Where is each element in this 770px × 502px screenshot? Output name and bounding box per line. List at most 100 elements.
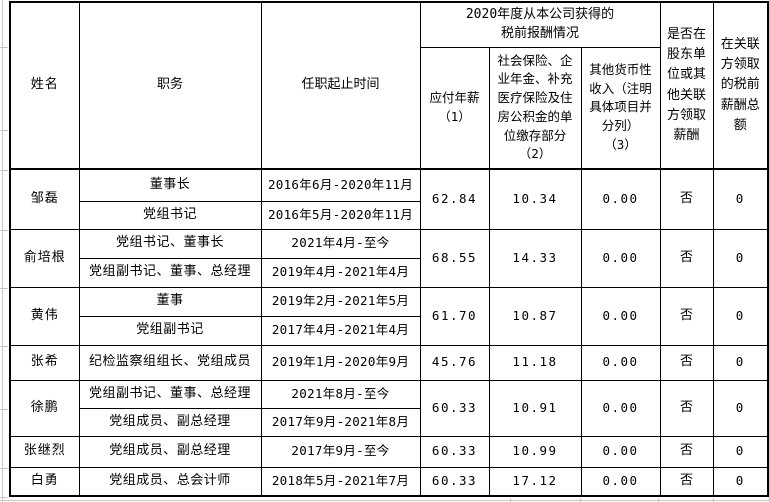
tenure-cell: 2017年9月-至今 (260, 435, 421, 468)
insurance-cell: 10.91 (488, 379, 582, 437)
related-total-cell: 0 (712, 344, 769, 381)
other-income-cell: 0.00 (580, 466, 661, 497)
other-income-cell: 0.00 (580, 344, 661, 381)
table-row: 徐鹏 党组副书记、董事、总经理 2021年8月-至今 60.33 10.91 0.00 否 0 (9, 379, 769, 437)
table-row: 党组副书记、董事、总经理 2019年4月-2021年4月 (10, 257, 768, 288)
sheet-gridline-stub (580, 498, 581, 502)
name-cell: 徐鹏 (9, 379, 80, 437)
related-party-cell: 否 (659, 168, 714, 230)
table-row: 党组书记 2016年5月-2020年11月 (10, 200, 768, 230)
sheet-gridline-stub (713, 498, 714, 502)
sheet-gridline-tick (0, 468, 8, 469)
table-body: 邹磊 董事长 2016年6月-2020年11月 62.84 10.34 0.00 否 0 党组书… (9, 168, 769, 497)
sheet-gridline-tick (0, 130, 8, 131)
related-total-cell: 0 (712, 379, 769, 437)
table-row: 邹磊 董事长 2016年6月-2020年11月 62.84 10.34 0.00 否 0 (9, 168, 769, 230)
table-row: 张继烈 党组成员、副总经理 2017年9月-至今 60.33 10.99 0.00 否 0 (9, 435, 769, 468)
header-name: 姓名 (9, 1, 80, 170)
position-cell: 董事 (78, 286, 262, 317)
insurance-cell: 14.33 (488, 228, 582, 288)
position-cell: 党组副书记、董事、总经理 (78, 257, 262, 288)
sheet-gridline-tick (0, 230, 8, 231)
header-row-group: 姓名 职务 任职起止时间 2020年度从本公司获得的 税前报酬情况 是否在股东单… (9, 1, 769, 170)
position-cell: 党组书记、董事长 (78, 228, 262, 259)
related-party-cell: 否 (659, 379, 714, 437)
salary-cell: 60.33 (419, 435, 490, 468)
other-income-cell: 0.00 (580, 435, 661, 468)
table-row: 黄伟 董事 2019年2月-2021年5月 61.70 10.87 0.00 否 0 (9, 286, 769, 346)
sheet-gridline-tick (0, 170, 8, 171)
sheet-gridline-tick (0, 409, 8, 410)
other-income-cell: 0.00 (580, 379, 661, 437)
tenure-cell: 2021年4月-至今 (260, 228, 421, 259)
other-income-cell: 0.00 (580, 286, 661, 346)
header-salary: 应付年薪 （1） (419, 46, 490, 170)
sheet-gridline-left (2, 0, 3, 502)
related-total-cell: 0 (712, 228, 769, 288)
position-cell: 党组书记 (78, 200, 262, 230)
sheet-gridline-tick (0, 346, 8, 347)
table-row: 张希 纪检监察组组长、党组成员 2019年1月-2020年9月 45.76 11.18 0… (9, 344, 769, 381)
sheet-gridline-stub (510, 498, 511, 502)
tenure-cell: 2021年8月-至今 (260, 379, 421, 409)
sheet-gridline-tick (0, 497, 8, 498)
related-party-cell: 否 (659, 286, 714, 346)
name-cell: 张希 (9, 344, 80, 381)
name-cell: 邹磊 (9, 168, 80, 230)
salary-cell: 60.33 (419, 379, 490, 437)
sheet-gridline-bottom (0, 500, 770, 501)
tenure-cell: 2019年4月-2021年4月 (260, 257, 421, 288)
salary-cell: 62.84 (419, 168, 490, 230)
salary-cell: 60.33 (419, 466, 490, 497)
tenure-cell: 2017年4月-2021年4月 (260, 315, 421, 346)
sheet-gridline-tick (0, 288, 8, 289)
header-insurance: 社会保险、企业年金、补充医疗保险及住房公积金的单位缴存部分 （2） (488, 46, 582, 170)
table-row: 白勇 党组成员、总会计师 2018年5月-2021年7月 60.33 17.12 0.00… (9, 466, 769, 497)
table-row: 党组副书记 2017年4月-2021年4月 (10, 315, 768, 346)
header-row-sub: 应付年薪 （1） 社会保险、企业年金、补充医疗保险及住房公积金的单位缴存部分 （… (10, 46, 768, 170)
tenure-cell: 2017年9月-2021年8月 (260, 407, 421, 437)
related-total-cell: 0 (712, 435, 769, 468)
header-related-party-paid: 是否在股东单位或其他关联方领取薪酬 (659, 1, 714, 170)
related-party-cell: 否 (659, 344, 714, 381)
table-header: 姓名 职务 任职起止时间 2020年度从本公司获得的 税前报酬情况 是否在股东单… (9, 1, 769, 170)
related-total-cell: 0 (712, 168, 769, 230)
other-income-cell: 0.00 (580, 168, 661, 230)
related-total-cell: 0 (712, 286, 769, 346)
salary-cell: 45.76 (419, 344, 490, 381)
salary-cell: 61.70 (419, 286, 490, 346)
table-row: 党组成员、副总经理 2017年9月-2021年8月 (10, 407, 768, 437)
insurance-cell: 10.87 (488, 286, 582, 346)
position-cell: 党组成员、副总经理 (78, 435, 262, 468)
table-row: 俞培根 党组书记、董事长 2021年4月-至今 68.55 14.33 0.00 否 0 (9, 228, 769, 288)
header-tenure: 任职起止时间 (260, 1, 421, 170)
salary-cell: 68.55 (419, 228, 490, 288)
position-cell: 纪检监察组组长、党组成员 (78, 344, 262, 381)
tenure-cell: 2019年1月-2020年9月 (260, 344, 421, 381)
position-cell: 党组成员、总会计师 (78, 466, 262, 497)
related-party-cell: 否 (659, 228, 714, 288)
insurance-cell: 10.99 (488, 435, 582, 468)
position-cell: 党组副书记 (78, 315, 262, 346)
sheet-gridline-stub (658, 498, 659, 502)
position-cell: 党组副书记、董事、总经理 (78, 379, 262, 409)
related-total-cell: 0 (712, 466, 769, 497)
insurance-cell: 10.34 (488, 168, 582, 230)
tenure-cell: 2019年2月-2021年5月 (260, 286, 421, 317)
name-cell: 俞培根 (9, 228, 80, 288)
related-party-cell: 否 (659, 466, 714, 497)
header-position: 职务 (78, 1, 262, 170)
name-cell: 黄伟 (9, 286, 80, 346)
name-cell: 张继烈 (9, 435, 80, 468)
related-party-cell: 否 (659, 435, 714, 468)
header-comp-group: 2020年度从本公司获得的 税前报酬情况 (419, 1, 661, 48)
compensation-table: 姓名 职务 任职起止时间 2020年度从本公司获得的 税前报酬情况 是否在股东单… (9, 1, 769, 497)
sheet-gridline-tick (0, 47, 8, 48)
tenure-cell: 2016年6月-2020年11月 (260, 168, 421, 202)
insurance-cell: 11.18 (488, 344, 582, 381)
name-cell: 白勇 (9, 466, 80, 497)
tenure-cell: 2018年5月-2021年7月 (260, 466, 421, 497)
position-cell: 董事长 (78, 168, 262, 202)
insurance-cell: 17.12 (488, 466, 582, 497)
header-other-income: 其他货币性收入（注明具体项目并分列） （3） (580, 46, 661, 170)
